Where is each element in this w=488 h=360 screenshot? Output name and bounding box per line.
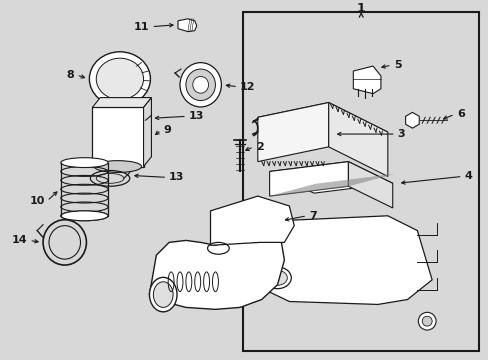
Ellipse shape [89,52,150,106]
Text: 6: 6 [456,109,464,120]
Ellipse shape [153,282,173,307]
Circle shape [417,312,435,330]
Polygon shape [353,66,380,94]
Text: 7: 7 [308,211,316,221]
Ellipse shape [180,63,221,107]
Text: 13: 13 [169,172,184,183]
Ellipse shape [96,58,143,100]
Text: 3: 3 [397,129,405,139]
Ellipse shape [149,277,177,312]
Ellipse shape [61,211,108,221]
Text: 1: 1 [356,3,365,15]
Polygon shape [92,107,143,167]
Polygon shape [257,103,328,162]
Text: 13: 13 [188,111,204,121]
Polygon shape [143,98,151,167]
Text: 10: 10 [30,196,45,206]
Polygon shape [92,98,151,107]
Circle shape [422,316,431,326]
Text: 12: 12 [240,82,255,92]
Bar [243,12,478,351]
Ellipse shape [192,76,208,93]
Ellipse shape [263,267,291,289]
Polygon shape [269,162,347,196]
Ellipse shape [61,158,108,167]
Ellipse shape [94,161,142,172]
Polygon shape [264,216,431,305]
Polygon shape [269,162,392,193]
Text: 11: 11 [134,22,149,32]
Polygon shape [210,196,294,246]
Text: 14: 14 [12,235,27,246]
Text: 2: 2 [255,142,263,152]
Polygon shape [257,103,387,147]
Text: 4: 4 [464,171,471,181]
Polygon shape [178,19,196,32]
Polygon shape [347,162,392,208]
Text: 5: 5 [393,60,401,70]
Polygon shape [149,230,284,309]
Text: 9: 9 [163,125,171,135]
Text: 8: 8 [67,70,75,80]
Ellipse shape [185,69,215,100]
Polygon shape [328,103,387,176]
Ellipse shape [267,270,287,285]
